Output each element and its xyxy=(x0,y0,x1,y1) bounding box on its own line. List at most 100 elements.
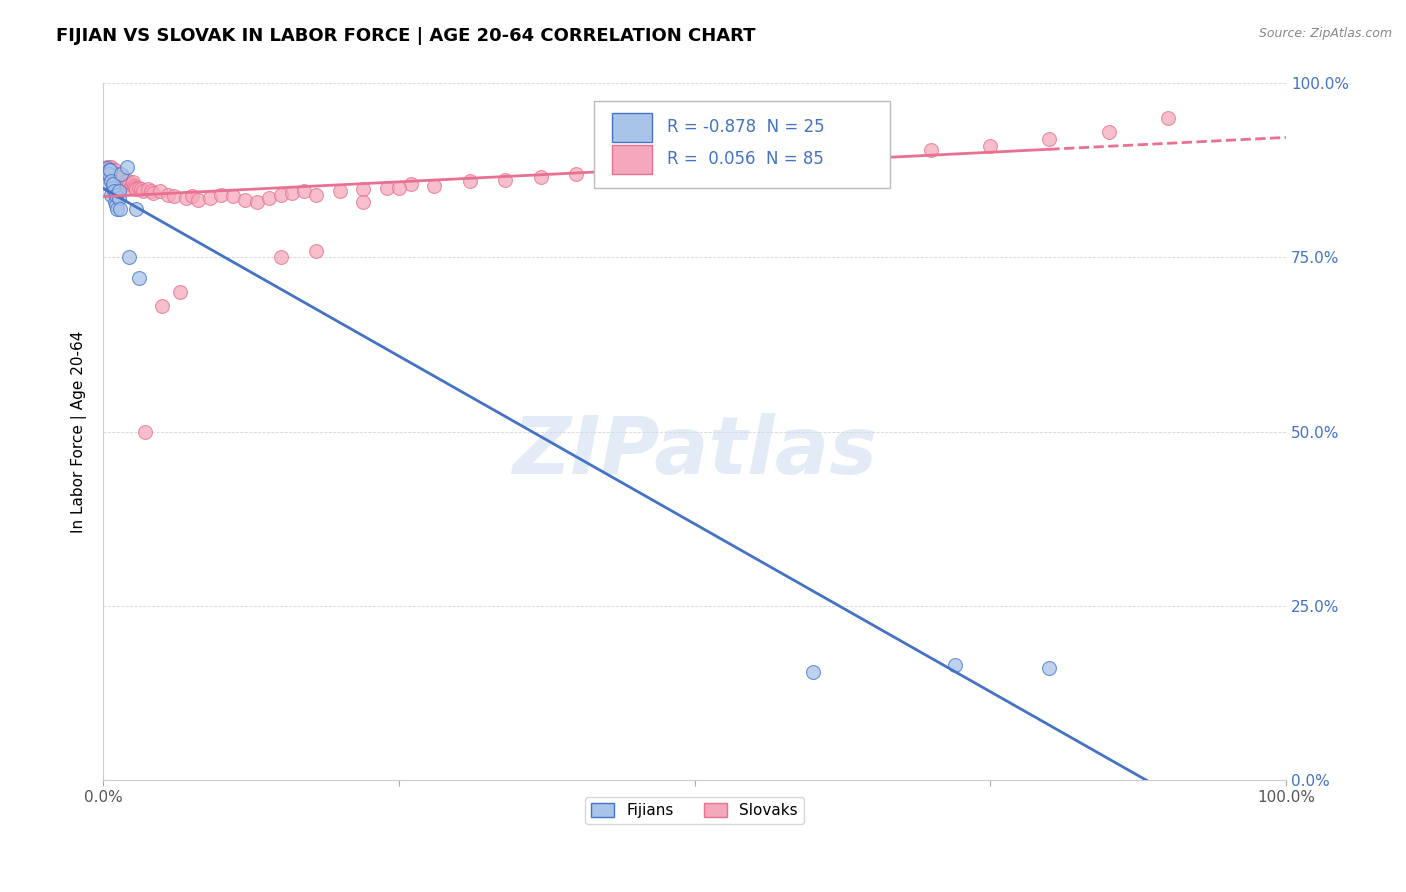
Point xyxy=(118,251,141,265)
Point xyxy=(121,175,143,189)
Point xyxy=(103,174,125,188)
Point xyxy=(107,202,129,216)
Point xyxy=(1038,132,1060,146)
Point xyxy=(352,194,374,209)
Point xyxy=(600,163,623,178)
Point xyxy=(1157,112,1180,126)
Point xyxy=(125,182,148,196)
Point xyxy=(257,191,280,205)
Point xyxy=(128,271,150,285)
FancyBboxPatch shape xyxy=(612,112,652,142)
Point xyxy=(98,160,121,174)
FancyBboxPatch shape xyxy=(595,101,890,188)
Point xyxy=(118,178,141,192)
Point xyxy=(115,160,138,174)
Text: R =  0.056  N = 85: R = 0.056 N = 85 xyxy=(668,151,824,169)
Point xyxy=(98,167,121,181)
Point xyxy=(100,174,122,188)
Point xyxy=(399,178,422,192)
Point xyxy=(124,181,146,195)
Point xyxy=(142,186,165,201)
Point xyxy=(943,657,966,672)
Point xyxy=(683,160,706,174)
Point xyxy=(114,175,136,189)
Point xyxy=(132,185,155,199)
Point xyxy=(1038,661,1060,675)
Point xyxy=(122,179,145,194)
Point xyxy=(860,146,883,161)
Point xyxy=(136,182,159,196)
Point xyxy=(107,174,129,188)
Point xyxy=(128,181,150,195)
Point xyxy=(96,161,118,176)
Point xyxy=(107,174,129,188)
Point xyxy=(388,181,411,195)
Point xyxy=(121,178,143,192)
Point xyxy=(305,187,328,202)
Point xyxy=(98,163,121,178)
Point xyxy=(108,202,131,216)
Point xyxy=(101,170,124,185)
Point xyxy=(163,189,186,203)
Point xyxy=(104,170,127,185)
Point xyxy=(979,139,1001,153)
Point xyxy=(114,174,136,188)
Point xyxy=(107,170,129,185)
Point xyxy=(157,187,180,202)
FancyBboxPatch shape xyxy=(612,145,652,174)
Point xyxy=(305,244,328,258)
Point xyxy=(801,665,824,679)
Point xyxy=(112,174,135,188)
Point xyxy=(187,194,209,208)
Point xyxy=(101,178,124,192)
Text: FIJIAN VS SLOVAK IN LABOR FORCE | AGE 20-64 CORRELATION CHART: FIJIAN VS SLOVAK IN LABOR FORCE | AGE 20… xyxy=(56,27,756,45)
Point xyxy=(375,181,398,195)
Text: Source: ZipAtlas.com: Source: ZipAtlas.com xyxy=(1258,27,1392,40)
Point xyxy=(105,167,128,181)
Point xyxy=(105,198,128,212)
Point xyxy=(110,170,132,185)
Point xyxy=(1097,125,1119,139)
Point xyxy=(134,425,156,439)
Point xyxy=(281,186,304,201)
Text: R = -0.878  N = 25: R = -0.878 N = 25 xyxy=(668,119,825,136)
Point xyxy=(100,187,122,202)
Point xyxy=(149,185,172,199)
Point xyxy=(423,179,446,194)
Point xyxy=(222,189,245,203)
Point xyxy=(329,185,352,199)
Point xyxy=(107,167,129,181)
Point xyxy=(115,178,138,192)
Point xyxy=(530,170,553,185)
Point xyxy=(270,187,292,202)
Point xyxy=(150,299,173,313)
Point xyxy=(110,174,132,188)
Point xyxy=(104,194,127,209)
Point xyxy=(233,194,256,208)
Point xyxy=(96,160,118,174)
Point xyxy=(97,178,120,192)
Point xyxy=(97,170,120,185)
Point xyxy=(103,163,125,178)
Point xyxy=(169,285,191,300)
Point xyxy=(117,174,139,188)
Point xyxy=(101,167,124,181)
Point xyxy=(105,170,128,185)
Point xyxy=(174,191,197,205)
Point xyxy=(270,251,292,265)
Point xyxy=(98,167,121,181)
Point xyxy=(98,163,121,178)
Point xyxy=(112,170,135,185)
Y-axis label: In Labor Force | Age 20-64: In Labor Force | Age 20-64 xyxy=(72,330,87,533)
Point xyxy=(565,167,588,181)
Point xyxy=(101,181,124,195)
Legend: Fijians, Slovaks: Fijians, Slovaks xyxy=(585,797,804,824)
Point xyxy=(292,185,315,199)
Point xyxy=(180,189,202,203)
Point xyxy=(100,160,122,174)
Point xyxy=(104,163,127,178)
Point xyxy=(100,163,122,178)
Point xyxy=(108,167,131,181)
Point xyxy=(920,143,942,157)
Point xyxy=(125,202,148,216)
